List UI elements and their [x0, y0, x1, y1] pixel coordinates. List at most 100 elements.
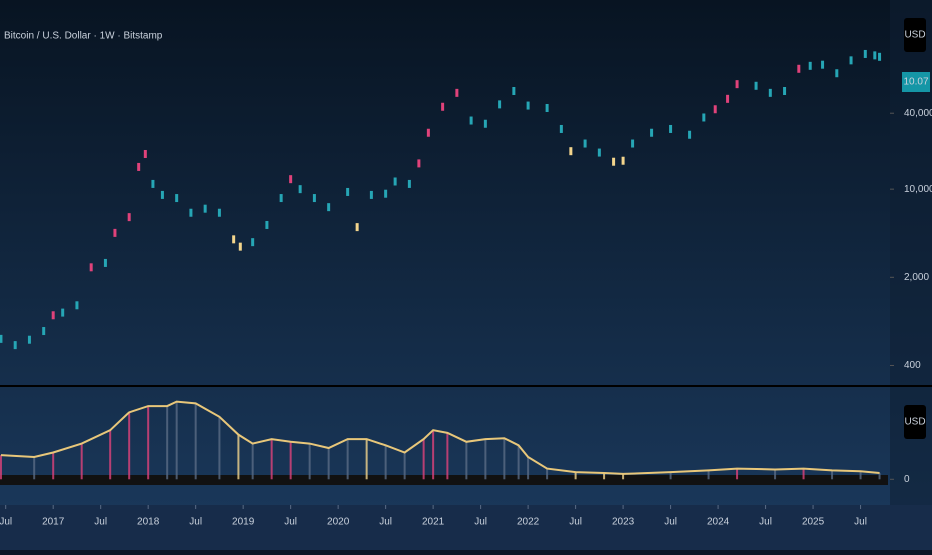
x-tick-label: 2023 [612, 517, 635, 528]
histogram-bar [546, 468, 549, 480]
candle [426, 128, 430, 137]
histogram-bar [128, 412, 131, 480]
x-tick-label: Jul [759, 517, 772, 528]
histogram-bar [166, 406, 169, 480]
candle [355, 223, 359, 232]
x-tick-label: 2025 [802, 517, 825, 528]
histogram-bar [109, 430, 112, 480]
candle [175, 194, 179, 203]
histogram-bar [878, 473, 881, 480]
x-tick-label: Jul [664, 517, 677, 528]
x-tick-label: Jul [284, 517, 297, 528]
candle [13, 341, 17, 350]
candle [669, 124, 673, 133]
candle [545, 103, 549, 112]
histogram-bar [365, 439, 368, 480]
histogram-bar [194, 403, 197, 480]
chart-title: Bitcoin / U.S. Dollar · 1W · Bitstamp [4, 31, 163, 42]
candle [688, 130, 692, 139]
x-tick-label: Jul [189, 517, 202, 528]
histogram-bar [446, 432, 449, 480]
candle [298, 185, 302, 194]
candle [137, 162, 141, 171]
unit-label: USD [904, 417, 925, 428]
candle [569, 147, 573, 156]
candle [441, 102, 445, 111]
x-tick-label: 2019 [232, 517, 255, 528]
candle [713, 105, 717, 114]
candle [597, 148, 601, 157]
candle [583, 139, 587, 148]
candle [42, 327, 46, 336]
candle [160, 190, 164, 199]
unit-label: USD [904, 30, 925, 41]
candle [289, 175, 293, 184]
x-tick-label: 2021 [422, 517, 445, 528]
candle [702, 113, 706, 122]
candle [726, 94, 730, 103]
histogram-bar [802, 468, 805, 480]
x-tick-label: 2024 [707, 517, 730, 528]
histogram-bar [0, 455, 2, 480]
candle [151, 179, 155, 188]
histogram-bar [403, 452, 406, 480]
x-tick-label: 2017 [42, 517, 65, 528]
histogram-bar [384, 445, 387, 480]
candle [89, 263, 93, 272]
candle [0, 334, 3, 343]
candle [873, 51, 877, 60]
candle [512, 87, 516, 96]
histogram-bar [251, 443, 254, 480]
candle [498, 100, 502, 109]
candle [783, 87, 787, 96]
candle [251, 238, 255, 247]
candle [407, 179, 411, 188]
histogram-bar [147, 406, 150, 480]
candle [650, 128, 654, 137]
candle [232, 235, 236, 244]
candle [797, 64, 801, 73]
candle [621, 156, 625, 165]
candle [27, 335, 31, 344]
histogram-bar [603, 473, 606, 480]
candle [768, 88, 772, 97]
histogram-bar [707, 470, 710, 480]
x-tick-label: 2020 [327, 517, 350, 528]
y-tick-label: 2,000 [904, 272, 929, 283]
candle [754, 81, 758, 90]
histogram-bar [484, 439, 487, 480]
candle [735, 80, 739, 89]
histogram-bar [52, 452, 55, 480]
candle [483, 119, 487, 128]
histogram-bar [346, 439, 349, 480]
histogram-bar [465, 441, 468, 480]
histogram-bar [33, 456, 36, 480]
histogram-bar [175, 401, 178, 480]
histogram-bar [270, 439, 273, 480]
histogram-bar [432, 430, 435, 480]
candle [217, 208, 221, 217]
histogram-bar [80, 443, 83, 480]
price-box [902, 72, 930, 92]
candle [469, 116, 473, 125]
candle [113, 228, 117, 237]
candle [238, 242, 242, 251]
histogram-bar [574, 472, 577, 480]
candle [369, 190, 373, 199]
state-strip [0, 475, 888, 485]
histogram-bar [622, 473, 625, 480]
candle [455, 88, 459, 97]
candle [631, 139, 635, 148]
candle [265, 220, 269, 229]
histogram-bar [237, 434, 240, 480]
candle [849, 56, 853, 65]
candle [821, 60, 825, 69]
oscillator-line [0, 400, 880, 475]
x-tick-label: Jul [379, 517, 392, 528]
y-tick-label: 400 [904, 360, 921, 371]
candle [103, 258, 107, 267]
x-tick-label: Jul [0, 517, 12, 528]
x-tick-label: 2018 [137, 517, 160, 528]
histogram-bar [517, 445, 520, 480]
